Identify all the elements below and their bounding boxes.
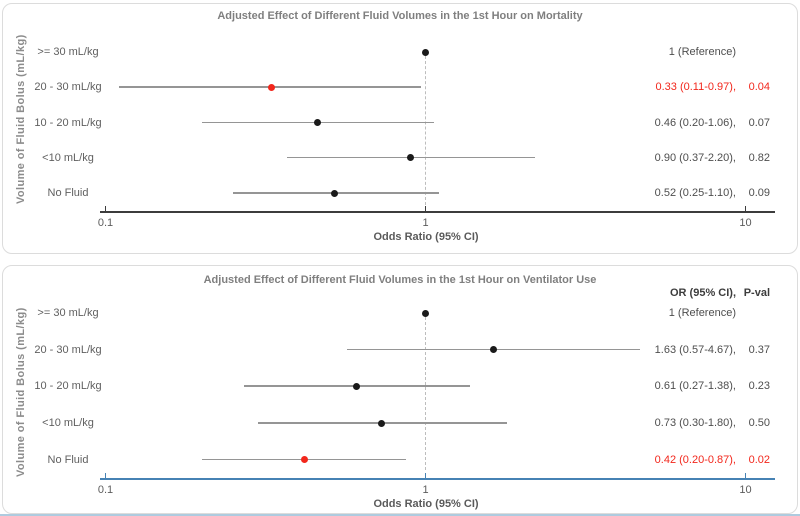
x-axis-line [100, 211, 775, 213]
p-value: 0.82 [748, 151, 770, 164]
or-marker [353, 382, 361, 390]
or-value: 0.61 (0.27-1.38), [654, 380, 736, 393]
x-axis-title: Odds Ratio (95% CI) [373, 231, 479, 243]
or-value: 1 (Reference) [668, 46, 736, 58]
x-tick-label: 1 [422, 217, 429, 229]
x-tick-label: 0.1 [97, 484, 114, 496]
or-value: 1.63 (0.57-4.67), [654, 343, 736, 356]
forest-panel-mortality: Adjusted Effect of Different Fluid Volum… [2, 3, 798, 254]
category-label: <10 mL/kg [42, 417, 94, 430]
p-value: 0.07 [748, 116, 770, 129]
category-label: >= 30 mL/kg [37, 307, 99, 319]
category-label: 10 - 20 mL/kg [34, 380, 102, 393]
x-axis-tick [105, 473, 106, 478]
or-marker [407, 154, 415, 162]
or-value: 0.33 (0.11-0.97), [655, 81, 736, 94]
category-label: 10 - 20 mL/kg [34, 116, 102, 129]
column-header-pval: P-val [743, 287, 770, 299]
x-tick-label: 1 [422, 484, 429, 496]
or-marker [301, 456, 309, 464]
column-header-or: OR (95% CI), [669, 287, 736, 299]
or-marker [331, 189, 339, 197]
x-tick-label: 10 [739, 217, 752, 229]
x-axis-tick [425, 206, 426, 211]
x-tick-label: 10 [739, 484, 752, 496]
or-marker [422, 309, 429, 317]
category-label: 20 - 30 mL/kg [34, 343, 102, 356]
or-value: 0.90 (0.37-2.20), [654, 151, 736, 164]
or-value: 0.73 (0.30-1.80), [654, 417, 736, 430]
p-value: 0.02 [748, 453, 770, 466]
x-axis-title: Odds Ratio (95% CI) [373, 498, 479, 510]
x-tick-label: 0.1 [97, 217, 114, 229]
x-axis-tick [105, 206, 106, 211]
or-value: 0.46 (0.20-1.06), [654, 116, 736, 129]
window-bottom-edge [0, 514, 800, 516]
p-value: 0.50 [748, 417, 770, 430]
chart-title: Adjusted Effect of Different Fluid Volum… [217, 10, 583, 22]
x-axis-tick [425, 473, 426, 478]
or-marker [267, 83, 275, 91]
or-marker [314, 119, 322, 127]
p-value: 0.09 [748, 187, 770, 200]
chart-title: Adjusted Effect of Different Fluid Volum… [203, 274, 597, 286]
or-marker [422, 48, 429, 56]
x-axis-line [100, 478, 775, 480]
category-label: No Fluid [47, 187, 89, 200]
p-value: 0.04 [748, 81, 770, 94]
or-marker [378, 419, 386, 427]
reference-line [425, 317, 426, 470]
x-axis-tick [745, 473, 746, 478]
category-label: 20 - 30 mL/kg [34, 81, 102, 94]
x-axis-tick [745, 206, 746, 211]
category-label: >= 30 mL/kg [37, 46, 99, 58]
or-marker [489, 346, 497, 354]
forest-panel-ventilator: Adjusted Effect of Different Fluid Volum… [2, 265, 798, 514]
category-label: No Fluid [47, 453, 89, 466]
p-value: 0.23 [748, 380, 770, 393]
p-value: 0.37 [748, 343, 770, 356]
or-value: 0.52 (0.25-1.10), [654, 187, 736, 200]
or-value: 1 (Reference) [668, 307, 736, 319]
reference-line [425, 56, 426, 205]
or-value: 0.42 (0.20-0.87), [654, 453, 736, 466]
category-label: <10 mL/kg [42, 151, 94, 164]
